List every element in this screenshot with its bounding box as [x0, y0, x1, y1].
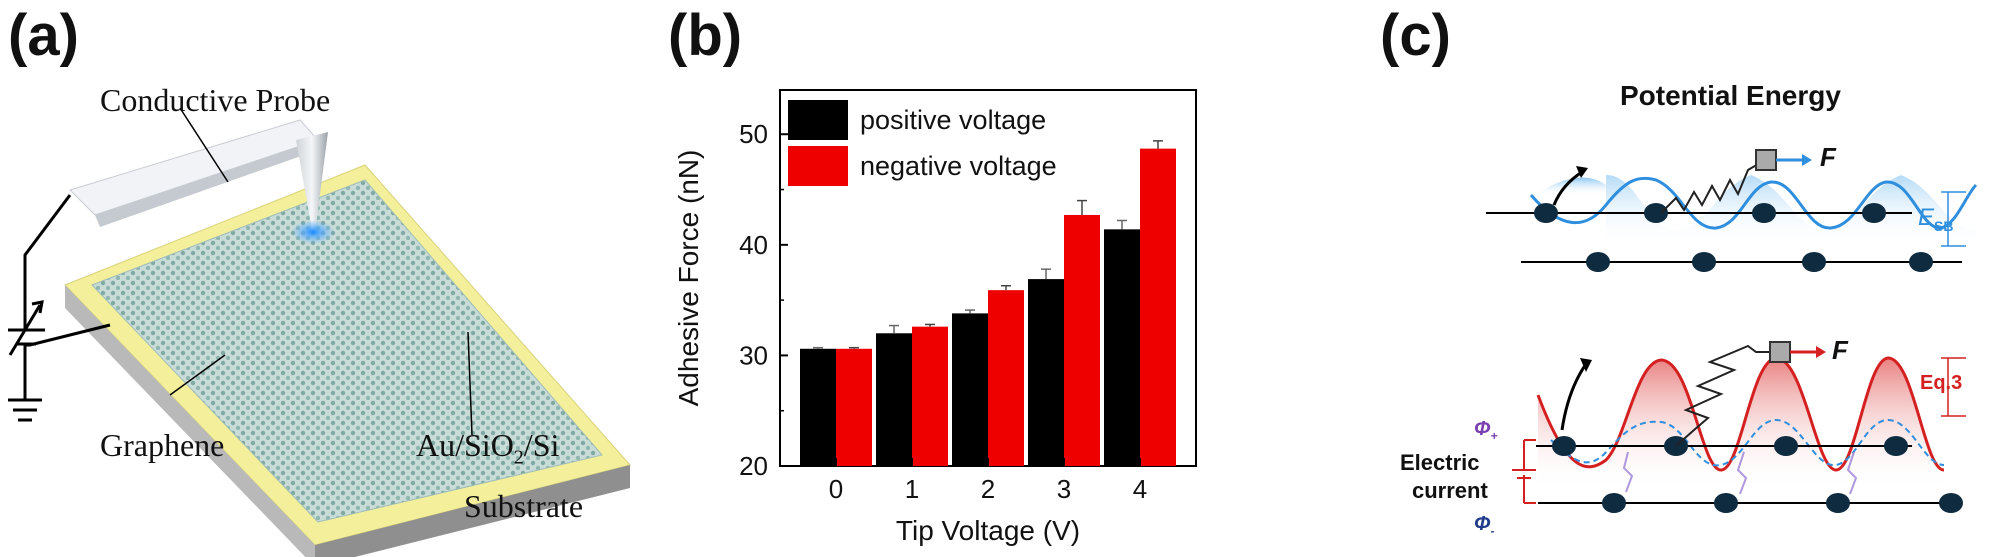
error-bar-positive-4: [1117, 219, 1127, 230]
bar-negative-4: [1140, 148, 1176, 467]
x-tick-label-2: 2: [981, 474, 995, 504]
top-wave-fill-2: [1606, 175, 1976, 245]
panel-c-label: (c): [1380, 3, 1451, 68]
substrate-label: Au/SiO2/Si: [416, 427, 560, 469]
bottom-spring: [1675, 344, 1772, 447]
legend: positive voltage negative voltage: [788, 100, 1057, 186]
x-axis-label: Tip Voltage (V): [896, 515, 1080, 546]
error-bar-negative-1: [925, 323, 935, 327]
adhesion-bar-chart: 20 30 40 50 0 1 2 3 4 Adhesive Force (nN) Tip V…: [673, 89, 1197, 546]
error-bar-positive-0: [813, 346, 823, 349]
error-bar-negative-3: [1077, 199, 1087, 215]
bar-negative-1: [912, 326, 948, 466]
bottom-energy-wave: [1536, 356, 1945, 472]
substrate-side-left: [65, 285, 315, 557]
probe-tip: [296, 132, 328, 230]
legend-swatch-negative: [788, 146, 848, 186]
esb-label: ESB: [1918, 204, 1954, 234]
bar-negative-2: [988, 290, 1024, 466]
phi-minus-label: Φ-: [1474, 513, 1495, 538]
y-tick-label-30: 30: [739, 340, 768, 370]
probe-label: Conductive Probe: [100, 82, 331, 118]
error-bar-positive-1: [889, 324, 899, 334]
y-tick-label-20: 20: [739, 451, 768, 481]
error-bar-negative-2: [1001, 284, 1011, 291]
error-bar-positive-3: [1041, 268, 1051, 280]
probe-glow: [291, 220, 335, 244]
bar-negative-0: [836, 348, 872, 466]
panel-b-label: (b): [668, 3, 743, 68]
error-bar-negative-4: [1153, 140, 1163, 149]
panel-a-schematic: [8, 107, 631, 557]
y-axis-label: Adhesive Force (nN): [673, 150, 704, 407]
bar-negative-3: [1064, 214, 1100, 466]
panel-c-schematic: [1486, 149, 1978, 513]
graphene-sheet: [91, 179, 603, 523]
bar-positive-2: [952, 313, 988, 466]
potential-energy-title: Potential Energy: [1620, 80, 1841, 111]
bottom-slider-block: [1769, 341, 1791, 363]
bar-positive-4: [1104, 229, 1140, 466]
top-wave-fill: [1536, 177, 1606, 195]
top-energy-wave: [1529, 176, 1978, 230]
eq-label: Eq.3: [1920, 372, 1963, 394]
force-symbol-bottom: F: [1832, 335, 1848, 365]
current-sparks: [1622, 451, 1858, 495]
bar-positive-3: [1028, 279, 1064, 466]
panel-a-label: (a): [8, 3, 79, 68]
phi-plus-label: Φ+: [1474, 418, 1498, 443]
x-tick-label-1: 1: [905, 474, 919, 504]
battery-symbol: [1512, 439, 1536, 504]
top-atoms: [1534, 203, 1933, 272]
force-symbol-top: F: [1820, 142, 1836, 172]
top-spring: [1660, 162, 1761, 214]
bar-positive-1: [876, 333, 912, 466]
bottom-wave-fill: [1538, 358, 1944, 490]
legend-swatch-positive: [788, 100, 848, 140]
top-slider-block: [1755, 149, 1777, 171]
circuit-wiring: [8, 194, 111, 422]
graphene-label: Graphene: [100, 427, 225, 463]
x-tick-label-3: 3: [1057, 474, 1071, 504]
y-tick-label-40: 40: [739, 230, 768, 260]
bar-positive-0: [800, 348, 836, 466]
substrate-label-2: Substrate: [464, 488, 584, 524]
error-bar-positive-2: [965, 309, 975, 314]
legend-label-positive: positive voltage: [860, 105, 1046, 135]
bottom-reference-wave: [1550, 418, 1945, 467]
error-bar-negative-0: [849, 346, 859, 349]
x-tick-label-0: 0: [829, 474, 843, 504]
top-motion-arrow: [1552, 170, 1583, 206]
substrate-side-right: [315, 465, 630, 557]
legend-label-negative: negative voltage: [860, 151, 1057, 181]
electric-current-label: Electric current: [1400, 450, 1488, 503]
x-tick-label-4: 4: [1133, 474, 1147, 504]
bottom-atoms: [1552, 436, 1963, 513]
bottom-motion-arrow: [1560, 363, 1588, 431]
y-tick-label-50: 50: [739, 119, 768, 149]
